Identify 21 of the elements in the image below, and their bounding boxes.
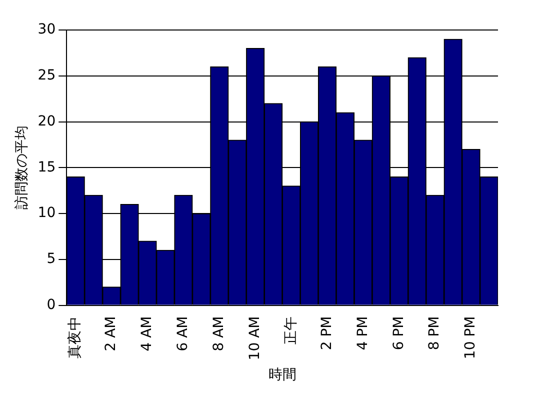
y-tick-label: 15 [38, 159, 56, 176]
x-tick-label: 8 AM [211, 316, 228, 352]
y-tick-label: 10 [38, 205, 56, 222]
y-tick-label: 5 [46, 251, 56, 268]
x-tick-label: 10 PM [462, 316, 479, 360]
y-tick-label: 25 [38, 68, 56, 84]
y-axis-title: 訪問数の平均 [14, 126, 30, 210]
x-tick-label: 4 PM [354, 316, 371, 350]
x-tick-label: 真夜中 [67, 316, 84, 358]
x-tick-label: 4 AM [139, 316, 156, 352]
y-tick-label: 30 [38, 22, 56, 38]
y-tick-label: 0 [46, 296, 56, 313]
x-tick-label: 10 AM [246, 316, 263, 360]
x-axis-title: 時間 [268, 367, 296, 384]
x-tick-label: 8 PM [426, 316, 443, 350]
x-tick-label: 6 AM [175, 316, 192, 352]
x-tick-label: 6 PM [390, 316, 407, 350]
x-tick-label: 正午 [282, 316, 299, 344]
y-tick-label: 20 [38, 113, 56, 130]
x-tick-label: 2 PM [318, 316, 335, 350]
x-tick-label: 2 AM [103, 316, 120, 352]
